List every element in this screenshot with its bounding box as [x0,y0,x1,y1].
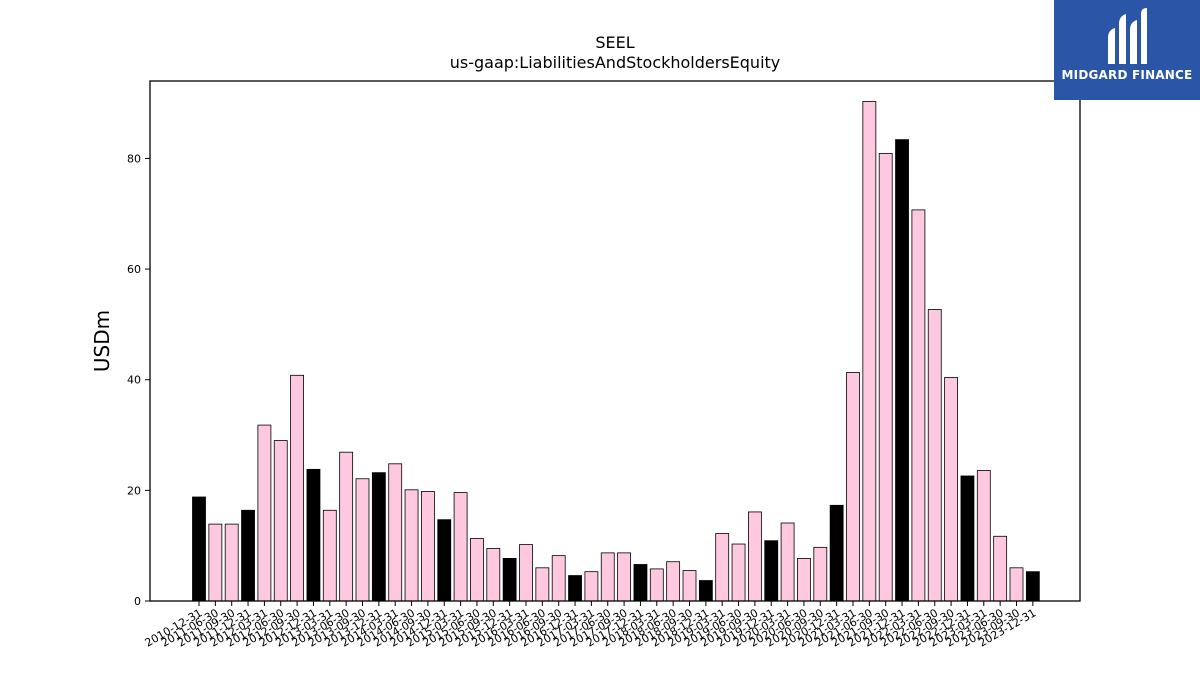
bar [797,558,811,602]
bar [829,504,844,602]
bar [519,544,533,602]
y-tick-label: 60 [127,263,141,276]
bar [600,552,615,602]
bar [502,558,517,602]
bar [290,374,305,602]
bars [192,101,1040,602]
bar [224,523,239,602]
bar [682,570,697,602]
bar [535,567,550,602]
bar [192,496,206,602]
bar [551,555,566,602]
bar [208,523,223,602]
bar [241,509,255,602]
bar [780,522,795,602]
bar [584,571,599,602]
y-tick-label: 0 [134,595,141,608]
bar [715,533,730,602]
bar [649,568,664,602]
bar [568,575,582,602]
bar [257,424,272,602]
bar [698,580,713,602]
y-axis: 0 20 40 60 80 [127,152,150,608]
bar [617,552,631,602]
bar [993,535,1008,602]
x-axis: 2010-12-312011-06-302011-09-302011-12-31… [143,601,1038,650]
bar [862,101,877,602]
bar [388,463,403,602]
brand-logo: MIDGARD FINANCE [1054,0,1200,100]
bar [273,440,288,602]
bar [486,548,501,602]
bar [731,543,746,602]
bar [453,492,468,602]
y-tick-label: 20 [127,484,141,497]
y-tick-label: 40 [127,374,141,387]
bar [976,470,991,602]
bar [306,468,321,602]
plot-frame [149,80,1081,602]
bar [404,489,419,602]
bar [339,451,354,602]
logo-text: MIDGARD FINANCE [1061,68,1193,82]
bar [355,478,370,602]
bar [944,377,958,602]
bar [878,153,893,602]
chart-title: SEEL [595,33,634,52]
bar [666,561,681,602]
bar [470,538,484,602]
bar [1025,571,1040,602]
bar [927,309,942,602]
bar [420,491,435,602]
bar [371,472,386,602]
y-axis-label: USDm [90,310,114,372]
bar [846,372,860,602]
bar [911,209,926,602]
bar [813,546,828,602]
bar [764,540,779,602]
bar [748,511,762,602]
bar [437,519,452,602]
bar [960,475,975,602]
y-tick-label: 80 [127,152,141,165]
bar [322,509,337,602]
logo-mark-icon [1108,8,1147,64]
bar [895,139,909,602]
bar [1009,567,1024,602]
chart-subtitle: us-gaap:LiabilitiesAndStockholdersEquity [450,53,781,72]
bar [633,564,648,602]
